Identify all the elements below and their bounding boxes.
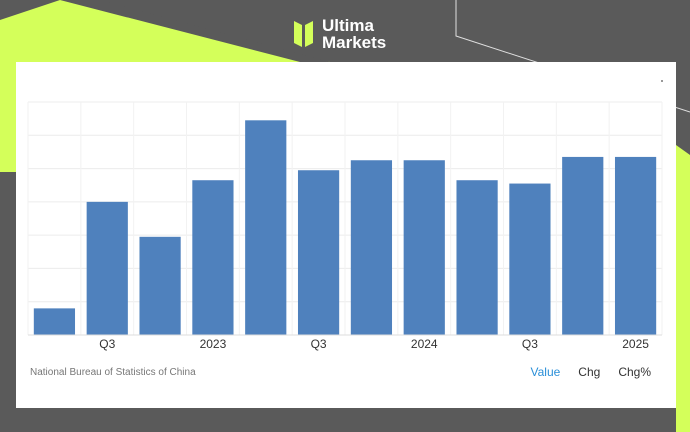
ultima-markets-logo-icon	[294, 21, 313, 47]
x-tick-label: 2024	[411, 337, 438, 351]
bar-1[interactable]	[86, 201, 128, 335]
accent-left-edge	[0, 62, 16, 432]
bar-6[interactable]	[350, 160, 393, 335]
bar-7[interactable]	[403, 160, 445, 335]
bar-10[interactable]	[562, 156, 604, 335]
bar-chart: Q3 2023 Q3 2024 Q3 2025	[27, 101, 663, 351]
toggle-value[interactable]: Value	[530, 365, 561, 379]
accent-stripe-right	[676, 145, 690, 432]
bar-2[interactable]	[139, 236, 181, 335]
brand-logo: Ultima Markets	[292, 14, 412, 54]
accent-band	[0, 0, 300, 62]
bar-11[interactable]	[614, 156, 657, 335]
x-tick-label: Q3	[311, 337, 327, 351]
brand-name-line2: Markets	[322, 33, 387, 52]
x-tick-label: 2023	[200, 337, 227, 351]
toggle-chg-percent[interactable]: Chg%	[618, 365, 651, 379]
view-toggle-group: Value Chg Chg%	[530, 365, 651, 379]
x-tick-label: 2025	[622, 337, 649, 351]
chart-card: Q3 2023 Q3 2024 Q3 2025 National Bureau of St…	[16, 62, 676, 408]
bar-9[interactable]	[509, 183, 551, 335]
source-note: National Bureau of Statistics of China	[30, 367, 196, 378]
bar-0[interactable]	[33, 308, 76, 335]
toggle-chg[interactable]: Chg	[578, 365, 601, 379]
brand-name-line1: Ultima	[322, 16, 374, 35]
menu-dot-icon[interactable]	[661, 80, 663, 82]
bar-8[interactable]	[456, 180, 498, 335]
bar-3[interactable]	[192, 180, 234, 335]
x-tick-label: Q3	[99, 337, 115, 351]
x-tick-label: Q3	[522, 337, 538, 351]
bar-4[interactable]	[245, 120, 287, 335]
bar-5[interactable]	[297, 170, 340, 335]
